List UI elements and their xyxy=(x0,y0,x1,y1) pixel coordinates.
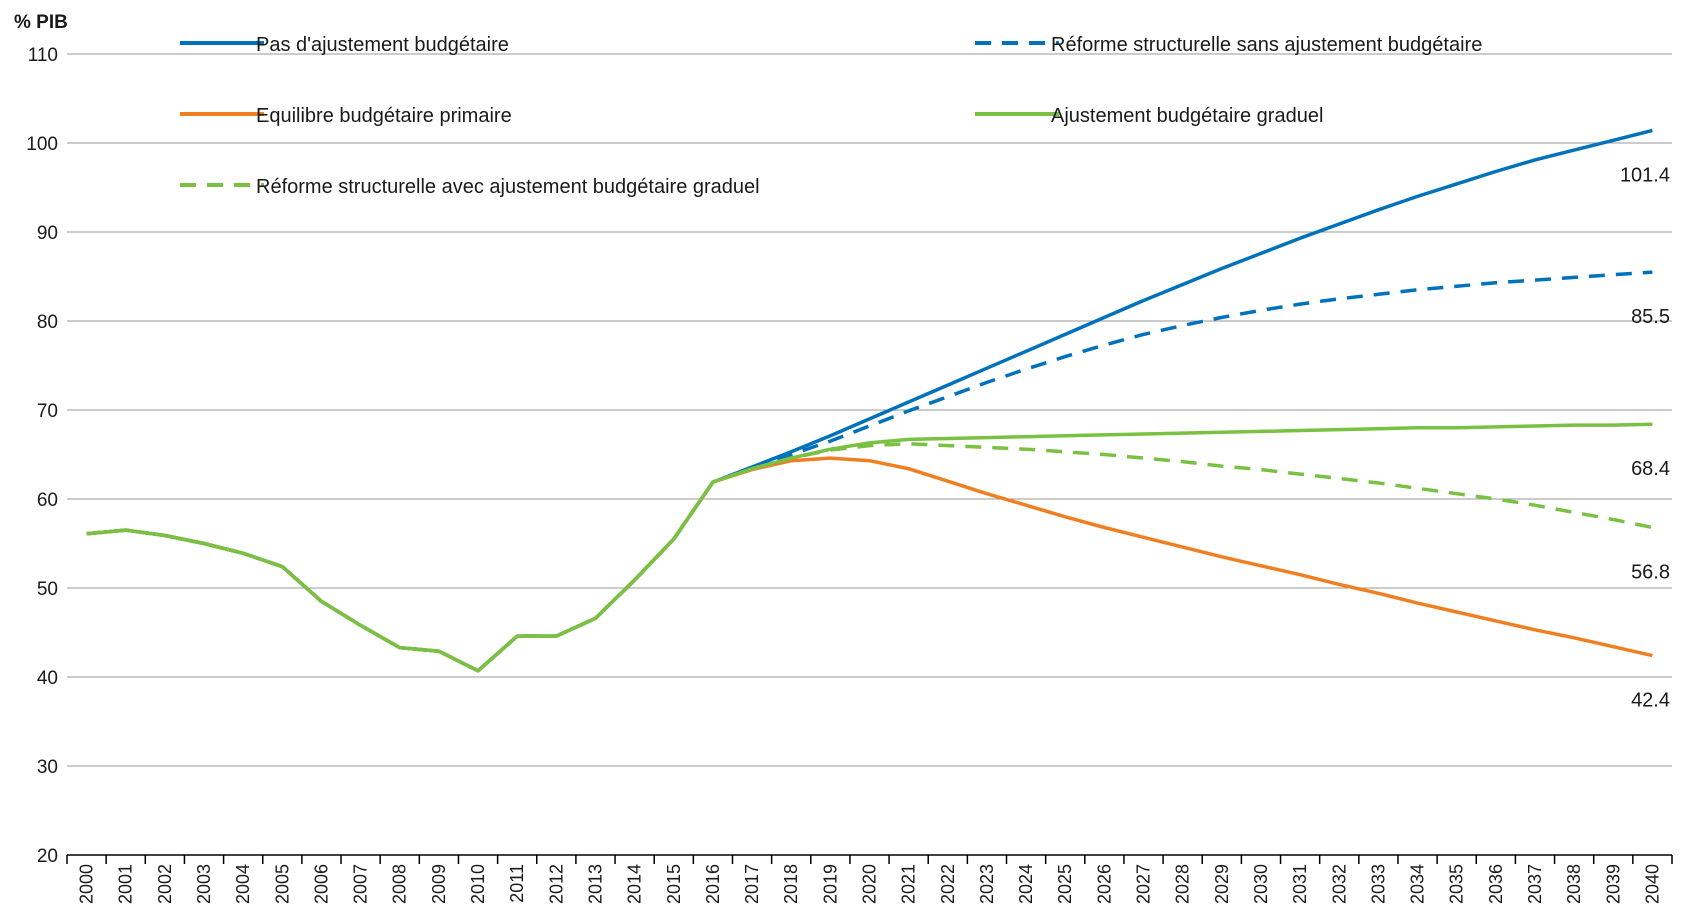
x-tick-label: 2024 xyxy=(1016,864,1036,904)
x-tick-label: 2036 xyxy=(1486,864,1506,904)
x-tick-label: 2040 xyxy=(1642,864,1662,904)
y-tick-label: 60 xyxy=(37,490,58,511)
gridlines xyxy=(67,53,1672,767)
y-tick-label: 100 xyxy=(26,134,58,155)
legend-label: Ajustement budgétaire graduel xyxy=(1051,105,1323,127)
x-axis: 2000 2001 2002 2003 2004 2005 2006 2007 2008 2009… xyxy=(66,854,1673,904)
x-tick-label: 2016 xyxy=(703,864,723,904)
x-tick-label: 2008 xyxy=(390,864,410,904)
series-line-3 xyxy=(86,456,1653,673)
x-tick-label: 2007 xyxy=(351,864,371,904)
end-value-label: 68.4 xyxy=(1631,458,1670,480)
x-tick-label: 2018 xyxy=(781,864,801,904)
x-tick-label: 2006 xyxy=(311,864,331,904)
legend-item-5: Réforme structurelle avec ajustement bud… xyxy=(180,176,760,198)
series-line-2 xyxy=(86,270,1653,673)
series-lines xyxy=(86,128,1653,673)
y-tick-label: 80 xyxy=(37,312,58,333)
legend-item-4: Ajustement budgétaire graduel xyxy=(975,105,1323,127)
x-tick-label: 2030 xyxy=(1251,864,1271,904)
x-tick-label: 2031 xyxy=(1290,864,1310,904)
legend-label: Equilibre budgétaire primaire xyxy=(256,105,512,127)
x-tick-label: 2019 xyxy=(820,864,840,904)
x-tick-label: 2025 xyxy=(1055,864,1075,904)
x-tick-label: 2037 xyxy=(1525,864,1545,904)
x-tick-label: 2001 xyxy=(116,864,136,904)
series-line-5 xyxy=(86,442,1653,673)
y-unit-label: % PIB xyxy=(14,12,68,33)
x-tick-label: 2002 xyxy=(155,864,175,904)
y-tick-label: 30 xyxy=(37,757,58,778)
x-tick-label: 2032 xyxy=(1329,864,1349,904)
x-tick-label: 2026 xyxy=(1094,864,1114,904)
x-tick-label: 2013 xyxy=(585,864,605,904)
x-tick-label: 2004 xyxy=(233,864,253,904)
legend-label: Pas d'ajustement budgétaire xyxy=(256,34,509,56)
x-tick-label: 2021 xyxy=(899,864,919,904)
x-tick-label: 2035 xyxy=(1447,864,1467,904)
legend-label: Réforme structurelle avec ajustement bud… xyxy=(256,176,760,198)
x-tick-label: 2027 xyxy=(1134,864,1154,904)
y-tick-label: 110 xyxy=(28,45,58,66)
x-tick-label: 2028 xyxy=(1173,864,1193,904)
y-tick-label: 50 xyxy=(37,579,58,600)
x-tick-label: 2020 xyxy=(860,864,880,904)
x-tick-label: 2033 xyxy=(1368,864,1388,904)
legend-item-3: Equilibre budgétaire primaire xyxy=(180,105,512,127)
end-value-label: 85.5 xyxy=(1631,306,1670,328)
y-tick-label: 90 xyxy=(37,223,58,244)
end-value-label: 42.4 xyxy=(1631,690,1670,712)
x-tick-label: 2010 xyxy=(468,864,488,904)
x-tick-label: 2022 xyxy=(938,864,958,904)
legend-item-1: Pas d'ajustement budgétaire xyxy=(180,34,509,56)
x-tick-label: 2023 xyxy=(977,864,997,904)
x-tick-label: 2029 xyxy=(1212,864,1232,904)
x-tick-label: 2039 xyxy=(1603,864,1623,904)
legend-item-2: Réforme structurelle sans ajustement bud… xyxy=(975,34,1482,56)
x-tick-label: 2017 xyxy=(742,864,762,904)
y-axis-tick-labels: 20 30 40 50 60 70 80 90 100 110 xyxy=(26,45,58,867)
x-tick-label: 2012 xyxy=(546,864,566,904)
x-tick-label: 2000 xyxy=(77,864,97,904)
y-tick-label: 40 xyxy=(37,668,58,689)
x-tick-label: 2014 xyxy=(625,864,645,904)
x-tick-label: 2009 xyxy=(429,864,449,904)
end-value-label: 56.8 xyxy=(1631,561,1670,583)
end-value-label: 101.4 xyxy=(1620,165,1670,187)
y-tick-label: 70 xyxy=(37,401,58,422)
legend-label: Réforme structurelle sans ajustement bud… xyxy=(1051,34,1482,56)
x-tick-label: 2015 xyxy=(664,864,684,904)
x-tick-label: 2038 xyxy=(1564,864,1584,904)
x-tick-label: 2003 xyxy=(194,864,214,904)
legend: Pas d'ajustement budgétaire Réforme struc… xyxy=(180,34,1482,198)
x-tick-label: 2011 xyxy=(507,864,527,903)
x-tick-label: 2034 xyxy=(1408,864,1428,904)
end-value-labels: 101.4 85.5 42.4 68.4 56.8 xyxy=(1620,165,1670,712)
y-tick-label: 20 xyxy=(37,846,58,867)
x-tick-label: 2005 xyxy=(272,864,292,904)
series-line-1 xyxy=(86,128,1653,673)
